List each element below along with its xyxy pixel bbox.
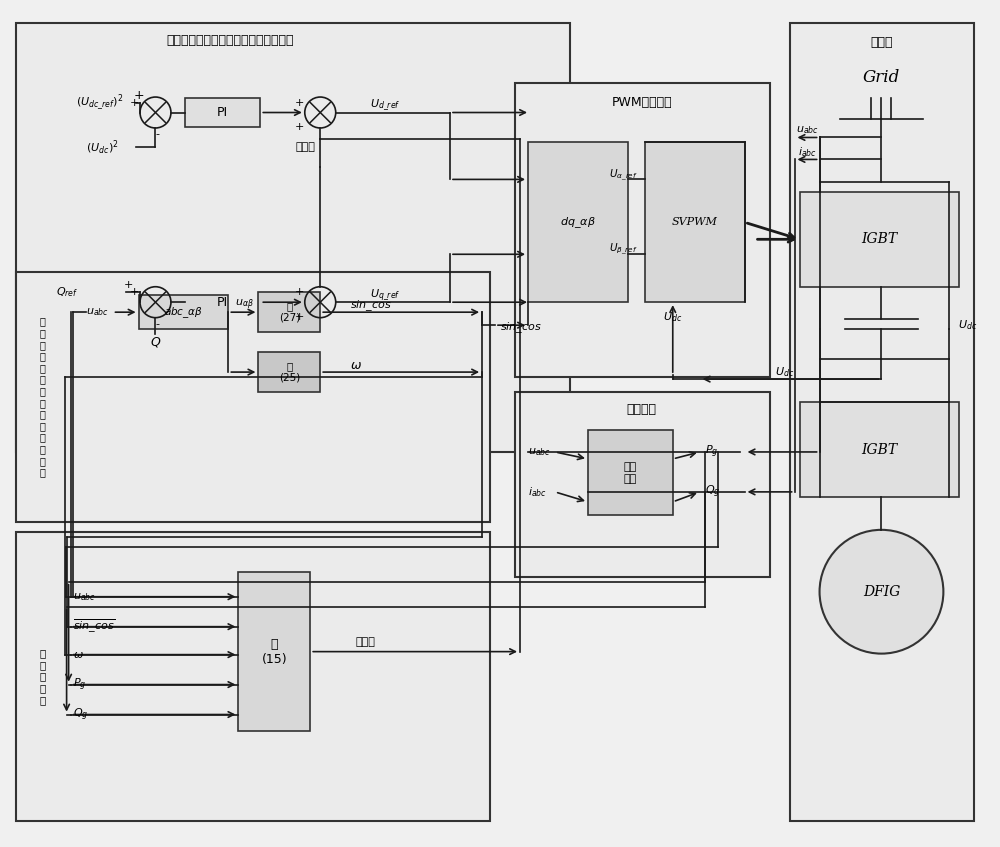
Text: PI: PI — [217, 106, 228, 119]
Text: 补
偿
项
计
算: 补 偿 项 计 算 — [40, 649, 46, 705]
Text: 主电路: 主电路 — [870, 36, 893, 49]
Text: $(U_{dc\_ref})^2$: $(U_{dc\_ref})^2$ — [76, 92, 123, 113]
Text: $\omega$: $\omega$ — [73, 650, 83, 660]
Text: -: - — [155, 130, 159, 140]
Text: $sin\_cos$: $sin\_cos$ — [350, 298, 392, 313]
Text: $u_{abc}$: $u_{abc}$ — [528, 446, 551, 458]
Text: $Q_g$: $Q_g$ — [705, 484, 720, 500]
Text: $u_{abc}$: $u_{abc}$ — [73, 591, 96, 602]
Text: IGBT: IGBT — [861, 232, 898, 246]
Text: $U_{dc}$: $U_{dc}$ — [775, 365, 794, 379]
Text: +: + — [295, 287, 304, 297]
Text: $abc\_\alpha\beta$: $abc\_\alpha\beta$ — [164, 305, 203, 319]
Text: $U_{dc}$: $U_{dc}$ — [663, 310, 682, 324]
Bar — [515, 82, 770, 377]
Text: $U_{dc}$: $U_{dc}$ — [958, 318, 977, 332]
Text: 三
角
函
数
和
同
步
旋
转
角
频
率
计
算: 三 角 函 数 和 同 步 旋 转 角 频 率 计 算 — [40, 317, 46, 478]
Text: $\overline{sin\_cos}$: $\overline{sin\_cos}$ — [73, 618, 115, 635]
Text: 补偿项: 补偿项 — [295, 142, 315, 152]
Text: $u_{\alpha\beta}$: $u_{\alpha\beta}$ — [235, 298, 254, 313]
Text: 补偿项: 补偿项 — [355, 637, 375, 646]
Text: -: - — [155, 319, 159, 329]
Text: +: + — [130, 287, 139, 297]
Bar — [16, 272, 490, 522]
Text: $U_{\beta\_ref}$: $U_{\beta\_ref}$ — [609, 241, 638, 257]
Text: +: + — [130, 97, 139, 108]
Text: IGBT: IGBT — [861, 443, 898, 457]
Circle shape — [820, 530, 943, 654]
Text: 式
(27): 式 (27) — [279, 302, 300, 323]
Bar — [258, 292, 320, 332]
Text: $dq\_\alpha\beta$: $dq\_\alpha\beta$ — [560, 215, 596, 230]
Text: DFIG: DFIG — [863, 584, 900, 599]
Text: $U_{d\_ref}$: $U_{d\_ref}$ — [370, 97, 401, 113]
Text: 功率计算: 功率计算 — [627, 402, 657, 416]
Text: +: + — [124, 280, 133, 291]
Text: $u_{abc}$: $u_{abc}$ — [86, 307, 108, 318]
Text: $Q$: $Q$ — [150, 335, 161, 349]
Bar — [790, 23, 974, 822]
Bar — [800, 192, 959, 287]
Bar — [588, 430, 673, 515]
Text: +: + — [133, 89, 144, 102]
Text: 式
(15): 式 (15) — [262, 638, 287, 666]
Text: PWM信号生成: PWM信号生成 — [611, 96, 672, 109]
Text: $\omega$: $\omega$ — [350, 358, 362, 372]
Text: Grid: Grid — [863, 69, 900, 86]
Text: $P_g$: $P_g$ — [73, 677, 86, 693]
Bar — [800, 402, 959, 497]
Text: 式
(25): 式 (25) — [279, 362, 300, 383]
Text: SVPWM: SVPWM — [672, 218, 718, 227]
Bar — [528, 142, 628, 302]
Text: $i_{abc}$: $i_{abc}$ — [798, 146, 817, 159]
Bar — [258, 352, 320, 392]
Text: $P_g$: $P_g$ — [705, 444, 718, 460]
Text: $U_{q\_ref}$: $U_{q\_ref}$ — [370, 287, 401, 303]
Bar — [515, 392, 770, 577]
Text: +: + — [295, 123, 304, 132]
Text: $Q_g$: $Q_g$ — [73, 706, 88, 722]
Text: PI: PI — [217, 296, 228, 308]
Bar — [185, 287, 260, 317]
Text: $U_{\alpha\_ref}$: $U_{\alpha\_ref}$ — [609, 168, 638, 183]
Text: 直流母线电压和无功功率的单闭环控制: 直流母线电压和无功功率的单闭环控制 — [167, 34, 294, 47]
Text: +: + — [295, 97, 304, 108]
Text: +: + — [295, 313, 304, 322]
Text: $i_{abc}$: $i_{abc}$ — [528, 485, 547, 499]
Text: 功率
计算: 功率 计算 — [623, 462, 636, 484]
Bar — [645, 142, 745, 302]
Bar — [16, 23, 570, 452]
Text: $sin\_cos$: $sin\_cos$ — [500, 320, 542, 335]
Bar — [185, 97, 260, 128]
Text: $(U_{dc})^2$: $(U_{dc})^2$ — [86, 138, 118, 157]
Text: $Q_{ref}$: $Q_{ref}$ — [56, 285, 78, 299]
Text: $u_{abc}$: $u_{abc}$ — [796, 125, 819, 136]
Bar — [139, 296, 228, 329]
Bar — [238, 572, 310, 732]
Bar — [16, 532, 490, 822]
